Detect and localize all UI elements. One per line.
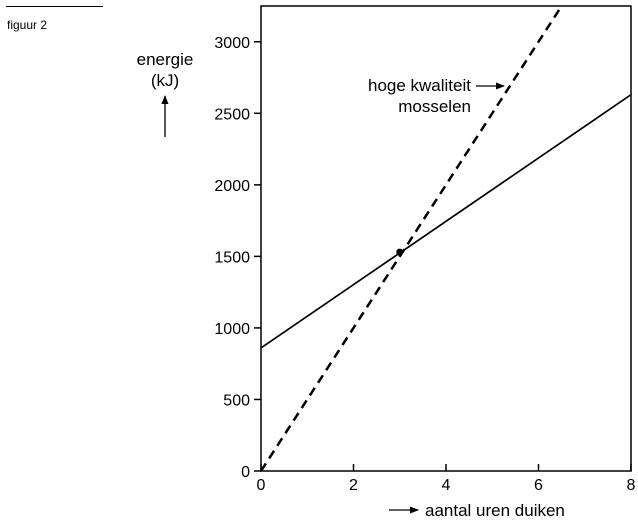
x-tick-label: 6 bbox=[534, 477, 543, 494]
x-axis-ticks: 0 2 4 6 8 bbox=[257, 464, 636, 494]
y-tick-label: 0 bbox=[241, 464, 250, 481]
y-tick-label: 2000 bbox=[214, 178, 250, 195]
x-tick-label: 0 bbox=[257, 477, 266, 494]
y-tick-label: 2500 bbox=[214, 106, 250, 123]
intersection-point bbox=[396, 248, 404, 256]
y-tick-label: 1500 bbox=[214, 249, 250, 266]
y-axis-label-unit: (kJ) bbox=[151, 71, 179, 90]
points-layer bbox=[396, 248, 404, 256]
x-axis-label: aantal uren duiken bbox=[425, 501, 565, 520]
series-layer bbox=[259, 5, 632, 472]
series-line-dashed bbox=[259, 5, 563, 472]
y-tick-label: 3000 bbox=[214, 35, 250, 52]
x-tick-label: 8 bbox=[627, 477, 636, 494]
annotation-label-line1: hoge kwaliteit bbox=[368, 76, 471, 95]
annotation-label-line2: mosselen bbox=[398, 97, 471, 116]
figure-rule bbox=[6, 6, 103, 7]
y-tick-label: 1000 bbox=[214, 321, 250, 338]
series-line-solid bbox=[260, 94, 632, 349]
y-tick-label: 500 bbox=[223, 392, 250, 409]
y-axis-ticks: 0 500 1000 1500 2000 2500 3000 bbox=[214, 35, 261, 481]
labels-layer: energie (kJ) aantal uren duiken hoge kwalit… bbox=[137, 50, 565, 520]
figure-label: figuur 2 bbox=[7, 18, 48, 32]
x-tick-label: 4 bbox=[442, 477, 451, 494]
y-axis-label: energie bbox=[137, 50, 194, 69]
x-tick-label: 2 bbox=[349, 477, 358, 494]
